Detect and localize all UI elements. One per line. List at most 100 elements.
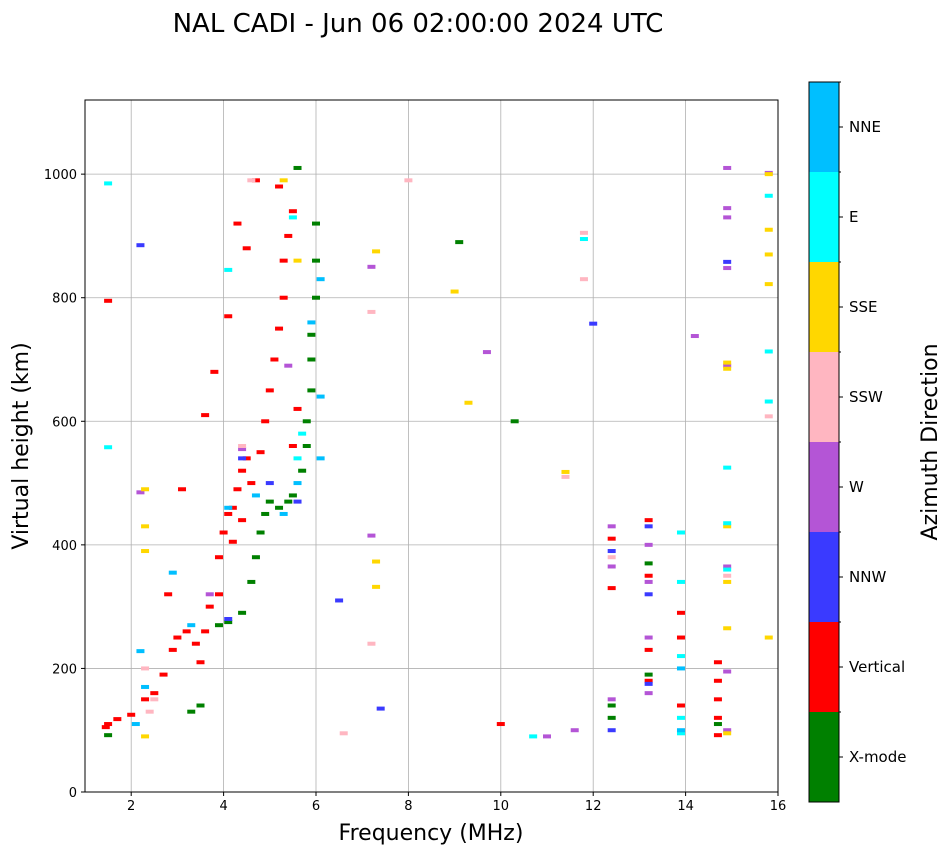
data-point bbox=[376, 706, 385, 711]
data-point bbox=[644, 573, 653, 578]
data-point bbox=[224, 505, 233, 510]
x-axis-label: Frequency (MHz) bbox=[339, 821, 524, 846]
data-point bbox=[196, 660, 205, 665]
data-point bbox=[723, 567, 732, 572]
data-point bbox=[764, 193, 773, 198]
data-point bbox=[723, 521, 732, 526]
data-point bbox=[764, 282, 773, 287]
data-point bbox=[256, 450, 265, 455]
colorbar-segment bbox=[809, 622, 839, 712]
data-point bbox=[316, 277, 325, 282]
data-point bbox=[251, 493, 260, 498]
data-point bbox=[579, 237, 588, 242]
y-axis: 0 200 400 600 800 1000 bbox=[44, 168, 85, 801]
data-point bbox=[131, 722, 140, 727]
colorbar-category-label: SSW bbox=[849, 388, 883, 406]
data-point bbox=[293, 456, 302, 461]
data-point bbox=[367, 309, 376, 314]
data-point bbox=[173, 635, 182, 640]
data-point bbox=[256, 530, 265, 535]
data-point bbox=[288, 493, 297, 498]
data-point bbox=[561, 474, 570, 479]
data-point bbox=[238, 468, 247, 473]
data-point bbox=[141, 487, 150, 492]
data-point bbox=[224, 267, 233, 272]
series-w bbox=[136, 165, 773, 739]
colorbar-segment bbox=[809, 172, 839, 262]
data-point bbox=[676, 666, 685, 671]
data-point bbox=[607, 715, 616, 720]
data-point bbox=[224, 617, 233, 621]
data-point bbox=[607, 703, 616, 708]
data-point bbox=[723, 366, 732, 371]
data-point bbox=[164, 592, 173, 597]
data-point bbox=[764, 399, 773, 404]
y-axis-label: Virtual height (km) bbox=[9, 342, 34, 549]
data-point bbox=[228, 539, 237, 544]
data-point bbox=[764, 414, 773, 419]
data-point bbox=[723, 728, 732, 733]
data-point bbox=[644, 678, 653, 683]
colorbar-segment bbox=[809, 442, 839, 532]
data-point bbox=[238, 610, 247, 615]
data-point bbox=[191, 641, 200, 646]
data-point bbox=[275, 184, 284, 189]
series-nnw bbox=[136, 243, 732, 733]
data-point bbox=[293, 481, 302, 486]
data-point bbox=[723, 669, 732, 674]
data-point bbox=[307, 357, 316, 362]
data-point bbox=[168, 570, 177, 575]
data-point bbox=[242, 456, 251, 461]
data-point bbox=[196, 703, 205, 708]
data-point bbox=[178, 487, 187, 492]
data-point bbox=[141, 684, 150, 689]
data-point bbox=[723, 259, 732, 264]
data-point bbox=[367, 264, 376, 269]
colorbar-category-label: E bbox=[849, 208, 858, 226]
x-tick-label: 14 bbox=[677, 799, 694, 814]
colorbar-category-label: W bbox=[849, 478, 864, 496]
data-point bbox=[676, 715, 685, 720]
colorbar-segment bbox=[809, 82, 839, 172]
data-point bbox=[644, 681, 653, 686]
data-point bbox=[104, 733, 113, 738]
data-point bbox=[713, 660, 722, 665]
data-point bbox=[247, 579, 256, 584]
colorbar-segment bbox=[809, 532, 839, 622]
data-point bbox=[145, 709, 154, 714]
data-point bbox=[589, 321, 598, 326]
data-point bbox=[644, 518, 653, 523]
data-point bbox=[312, 221, 320, 226]
data-point bbox=[182, 629, 191, 634]
data-point bbox=[228, 505, 237, 510]
data-point bbox=[764, 252, 773, 257]
data-point bbox=[676, 728, 685, 733]
data-point bbox=[316, 456, 325, 461]
series-vertical bbox=[101, 178, 722, 738]
data-point bbox=[723, 266, 732, 271]
data-point bbox=[293, 499, 302, 504]
data-point bbox=[339, 731, 348, 736]
series-nne bbox=[131, 277, 685, 733]
data-point bbox=[261, 419, 270, 424]
data-point bbox=[312, 295, 320, 300]
data-point bbox=[764, 635, 773, 640]
data-point bbox=[284, 499, 293, 504]
data-point bbox=[676, 635, 685, 640]
data-point bbox=[302, 419, 311, 424]
data-point bbox=[288, 209, 297, 214]
data-point bbox=[214, 592, 223, 597]
data-point bbox=[644, 561, 653, 566]
colorbar-segment bbox=[809, 712, 839, 802]
data-point bbox=[644, 542, 653, 547]
data-point bbox=[238, 444, 247, 448]
data-point bbox=[224, 620, 233, 625]
data-point bbox=[723, 215, 732, 220]
colorbar-category-label: NNW bbox=[849, 568, 886, 586]
data-point bbox=[136, 649, 145, 654]
data-point bbox=[141, 697, 150, 702]
data-point bbox=[764, 172, 773, 177]
data-point bbox=[159, 672, 168, 677]
data-point bbox=[607, 564, 616, 569]
